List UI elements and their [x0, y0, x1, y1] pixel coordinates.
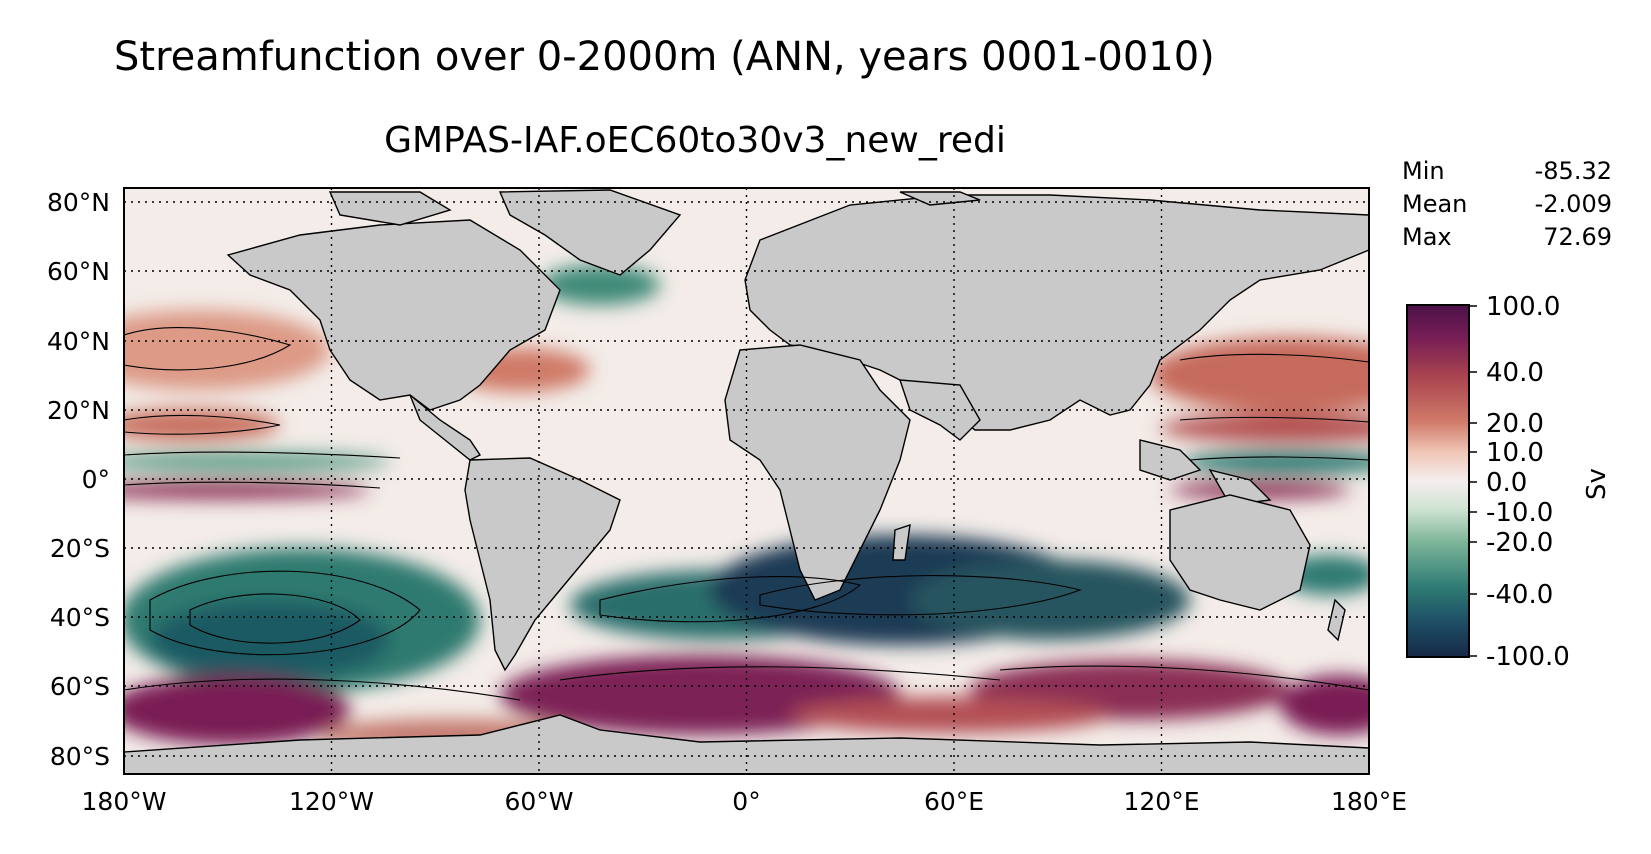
colorbar — [1406, 304, 1470, 658]
stat-value: -85.32 — [1534, 157, 1612, 185]
y-tick-label: 20°N — [47, 396, 110, 425]
x-tick-label: 60°E — [924, 787, 984, 816]
map-content — [124, 188, 1369, 774]
y-tick-label: 80°S — [50, 742, 110, 771]
stat-label: Min — [1402, 157, 1445, 185]
land — [124, 189, 1369, 774]
stat-label: Max — [1402, 223, 1452, 251]
y-tick-label: 40°S — [50, 603, 110, 632]
stats-panel: Min -85.32 Mean -2.009 Max 72.69 — [1402, 155, 1612, 254]
y-tick-label: 60°S — [50, 672, 110, 701]
x-tick-label: 60°W — [504, 787, 573, 816]
y-tick-label: 80°N — [47, 188, 110, 217]
panel-title: GMPAS-IAF.oEC60to30v3_new_redi — [384, 120, 1006, 161]
x-tick-label: 120°W — [289, 787, 374, 816]
stat-row-min: Min -85.32 — [1402, 155, 1612, 188]
colorbar-tick-label: 20.0 — [1486, 409, 1544, 439]
stat-value: 72.69 — [1543, 223, 1612, 251]
stat-row-mean: Mean -2.009 — [1402, 188, 1612, 221]
colorbar-tick-label: -100.0 — [1486, 642, 1570, 672]
x-tick-label: 120°E — [1123, 787, 1199, 816]
stat-value: -2.009 — [1534, 190, 1612, 218]
map-frame — [123, 187, 1370, 775]
colorbar-tick-label: -40.0 — [1486, 580, 1553, 610]
stat-row-max: Max 72.69 — [1402, 221, 1612, 254]
y-tick-label: 20°S — [50, 534, 110, 563]
y-tick-label: 40°N — [47, 327, 110, 356]
colorbar-tick-label: 10.0 — [1486, 438, 1544, 468]
x-tick-label: 180°W — [82, 787, 167, 816]
graticule — [124, 188, 1369, 774]
stat-label: Mean — [1402, 190, 1468, 218]
x-tick-label: 0° — [732, 787, 760, 816]
colorbar-ticks — [1469, 305, 1477, 657]
x-tick-label: 180°E — [1331, 787, 1407, 816]
colorbar-tick-label: 0.0 — [1486, 468, 1527, 498]
contour-lines — [124, 327, 1369, 701]
figure-title: Streamfunction over 0-2000m (ANN, years … — [114, 34, 1215, 80]
colorbar-tick-label: 100.0 — [1486, 292, 1560, 322]
colorbar-tick-label: -10.0 — [1486, 498, 1553, 528]
y-tick-label: 0° — [82, 465, 110, 494]
colorbar-label: Sv — [1582, 468, 1612, 500]
colorbar-tick-label: 40.0 — [1486, 358, 1544, 388]
y-tick-label: 60°N — [47, 257, 110, 286]
colorbar-tick-label: -20.0 — [1486, 528, 1553, 558]
